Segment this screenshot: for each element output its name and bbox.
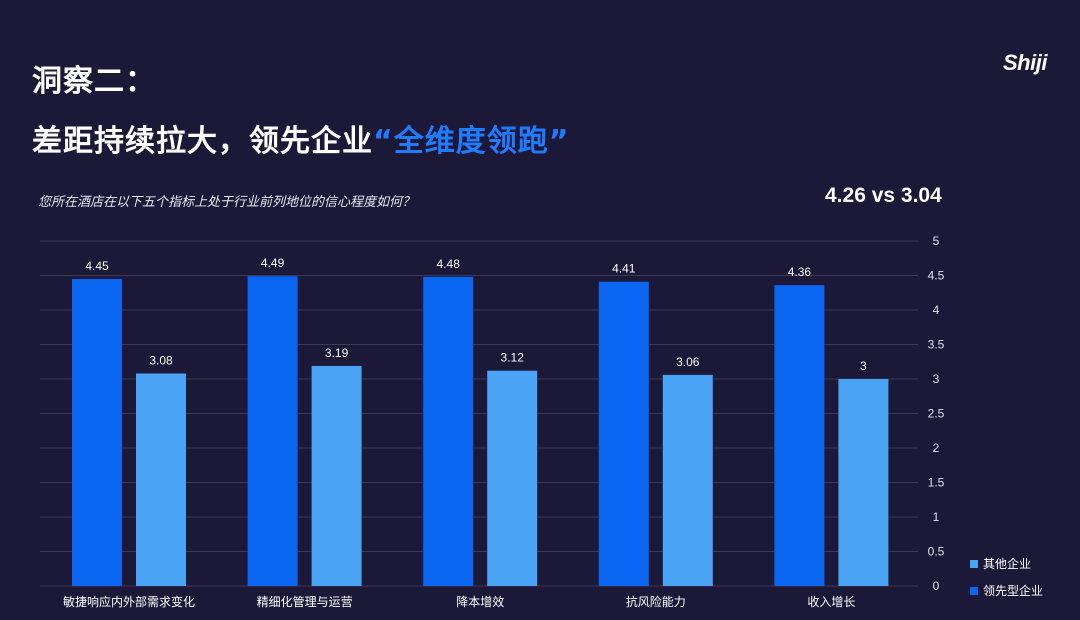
y-tick-label: 0.5 <box>928 545 945 559</box>
bar <box>423 276 474 586</box>
y-tick-label: 1 <box>933 510 940 524</box>
title-highlight: “全维度领跑” <box>373 124 570 159</box>
bar-value-label: 4.48 <box>437 257 461 271</box>
y-tick-label: 4 <box>933 303 940 317</box>
bar-value-label: 4.45 <box>85 259 109 273</box>
x-category-label: 抗风险能力 <box>626 594 686 609</box>
score-comparison: 4.26 vs 3.04 <box>825 184 942 207</box>
x-category-label: 敏捷响应内外部需求变化 <box>63 594 195 609</box>
bar <box>598 281 649 586</box>
title-prefix: 差距持续拉大，领先企业 <box>32 124 373 159</box>
bar <box>72 278 122 586</box>
bar-value-label: 3 <box>860 359 867 373</box>
bar <box>487 370 538 586</box>
shiji-logo: Shiji <box>1003 50 1047 75</box>
x-category-label: 降本增效 <box>456 594 504 609</box>
legend-swatch-leading <box>970 586 978 595</box>
bar-value-label: 4.36 <box>788 265 812 279</box>
bar-value-label: 3.19 <box>325 346 349 360</box>
legend-label-other: 其他企业 <box>983 557 1032 571</box>
slide-title-line1: 洞察二： <box>32 64 156 99</box>
survey-question: 您所在酒店在以下五个指标上处于行业前列地位的信心程度如何？ <box>38 195 416 210</box>
y-tick-label: 3 <box>933 372 940 386</box>
y-tick-label: 2.5 <box>928 407 945 421</box>
bar <box>136 373 186 586</box>
y-tick-label: 0 <box>933 579 940 593</box>
bar <box>247 276 298 586</box>
y-tick-label: 4.5 <box>928 269 945 283</box>
y-tick-label: 2 <box>933 441 940 455</box>
slide-title-line2: 差距持续拉大，领先企业“全维度领跑” <box>32 116 569 160</box>
legend-swatch-other <box>970 559 978 568</box>
legend-item-leading: 领先型企业 <box>970 582 1043 599</box>
y-tick-label: 5 <box>933 234 940 248</box>
legend-label-leading: 领先型企业 <box>983 584 1044 598</box>
y-tick-label: 3.5 <box>928 338 945 352</box>
bar-value-label: 4.49 <box>261 256 285 270</box>
bar <box>311 365 362 586</box>
x-category-label: 精细化管理与运营 <box>257 594 353 609</box>
bar-value-label: 3.08 <box>149 353 173 367</box>
legend-item-other: 其他企业 <box>970 555 1031 572</box>
bar <box>662 374 713 586</box>
bar <box>838 379 889 586</box>
bar-value-label: 3.12 <box>501 351 525 365</box>
y-tick-label: 1.5 <box>928 476 945 490</box>
bar-value-label: 4.41 <box>612 262 636 276</box>
x-category-label: 收入增长 <box>807 595 855 609</box>
bar <box>774 285 825 586</box>
bar-value-label: 3.06 <box>676 355 700 369</box>
